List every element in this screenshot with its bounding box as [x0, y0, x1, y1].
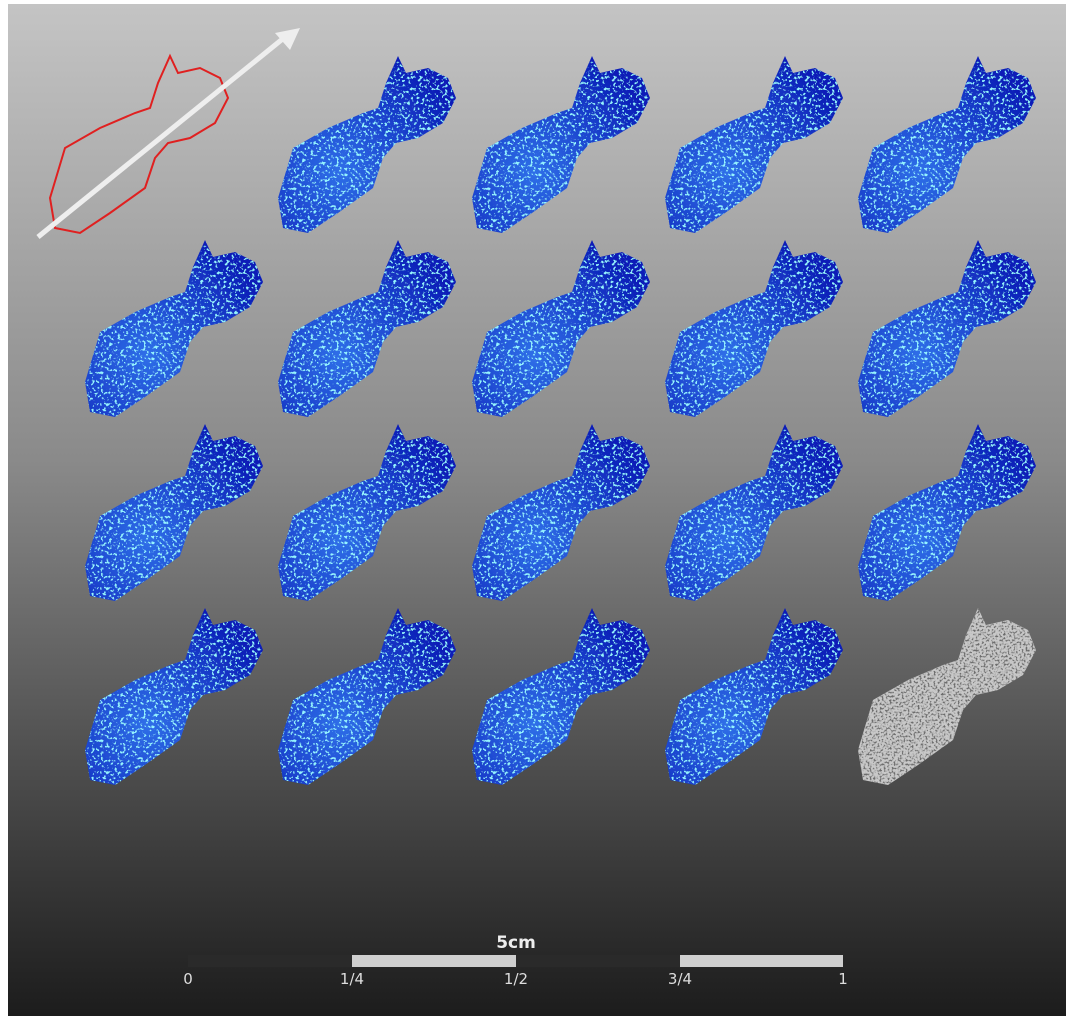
viewer: 5cm 0 1/4 1/2 3/4 1: [0, 0, 1070, 1020]
scale-title: 5cm: [496, 933, 536, 953]
scale-label: 1/4: [340, 970, 364, 988]
scale-segment: [516, 955, 680, 967]
scale-segment: [680, 955, 843, 967]
scale-segment: [188, 955, 352, 967]
page: 5cm 0 1/4 1/2 3/4 1 (() => { const data …: [0, 0, 1070, 1020]
scale-label: 3/4: [668, 970, 692, 988]
scale-segment: [352, 955, 516, 967]
scale-label: 0: [183, 970, 193, 988]
scale-label: 1: [838, 970, 848, 988]
scale-label: 1/2: [504, 970, 528, 988]
